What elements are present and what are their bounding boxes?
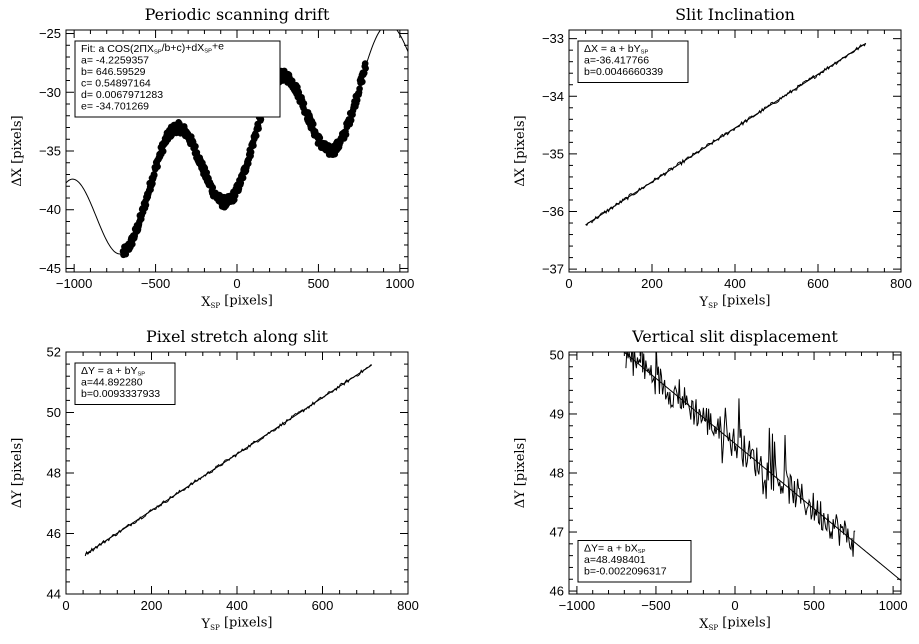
y-tick-label: 50: [47, 405, 61, 420]
x-axis-label: XSP [pixels]: [201, 294, 273, 310]
x-tick-label: −1000: [56, 276, 93, 291]
chart-panel-4: Vertical slit displacement −1000 −500 0 500 1…: [513, 327, 908, 632]
legend-line: d= 0.0067971283: [81, 89, 163, 101]
legend-line: b=-0.0022096317: [584, 566, 667, 578]
y-tick-label: −33: [542, 31, 564, 46]
y-tick-label: 50: [550, 347, 564, 362]
y-axis-label: ΔY [pixels]: [513, 438, 528, 509]
plot-area: [84, 364, 372, 557]
y-tick-label: −35: [542, 146, 564, 161]
chart-title: Vertical slit displacement: [631, 327, 838, 346]
legend-line: Fit: a COS(2ΠXSP/b+c)+dXSP+e: [81, 41, 224, 56]
legend-line: b= 646.59529: [81, 66, 146, 78]
y-tick-label: −37: [542, 262, 564, 277]
data-point: [288, 77, 296, 85]
x-tick-label: 200: [141, 598, 163, 613]
y-tick-label: 52: [47, 345, 61, 360]
fit-line: [84, 364, 372, 555]
legend-line: c= 0.54897164: [81, 78, 151, 90]
x-tick-label: −1000: [559, 598, 596, 613]
x-tick-label: 0: [62, 598, 69, 613]
fit-line: [585, 42, 867, 226]
y-tick-label: −45: [39, 261, 61, 276]
chart-panel-1: Periodic scanning drift −1000 −500 0 500 1000…: [10, 5, 414, 310]
x-tick-label: 400: [724, 276, 746, 291]
legend-line: e= -34.701269: [81, 101, 149, 113]
data-series-line: [625, 352, 856, 557]
legend-line: a=44.892280: [81, 377, 143, 389]
chart-panel-2: Slit Inclination 0 200 400 600 800 −37 −36 −35 −3…: [513, 5, 912, 310]
x-axis-label: YSP [pixels]: [699, 294, 771, 310]
x-tick-label: 400: [226, 598, 248, 613]
y-tick-label: −36: [542, 204, 564, 219]
chart-title: Periodic scanning drift: [145, 5, 330, 24]
data-point: [192, 143, 199, 150]
y-tick-label: −25: [39, 26, 61, 41]
x-tick-label: 1000: [385, 276, 414, 291]
x-tick-label: 600: [312, 598, 334, 613]
plot-area: [585, 42, 867, 226]
data-point: [209, 184, 217, 191]
y-tick-label: 46: [550, 584, 564, 599]
chart-title: Slit Inclination: [675, 5, 795, 24]
y-axis-label: ΔY [pixels]: [10, 438, 25, 509]
y-tick-label: 44: [47, 587, 61, 602]
x-axis-label: XSP [pixels]: [699, 616, 771, 632]
x-tick-label: 800: [890, 276, 912, 291]
legend-line: b=0.0046660339: [584, 66, 663, 78]
x-tick-label: 500: [803, 598, 825, 613]
y-tick-label: −30: [39, 85, 61, 100]
y-tick-label: −35: [39, 144, 61, 159]
x-tick-label: 800: [397, 598, 419, 613]
x-axis-label: YSP [pixels]: [201, 616, 273, 632]
legend-box: Fit: a COS(2ΠXSP/b+c)+dXSP+ea= -4.225935…: [74, 40, 281, 118]
legend-line: ΔY= a + bXSP: [584, 543, 646, 555]
legend-line: ΔX = a + bYSP: [584, 43, 648, 55]
y-axis-label: ΔX [pixels]: [10, 115, 25, 186]
chart-panel-3: Pixel stretch along slit 0 200 400 600 800 44 4…: [10, 327, 419, 632]
plot-area: [66, 30, 408, 259]
y-tick-label: −40: [39, 202, 61, 217]
x-tick-label: −500: [641, 598, 670, 613]
y-tick-label: −34: [542, 89, 564, 104]
legend-line: a=-36.417766: [584, 55, 649, 67]
y-axis-label: ΔX [pixels]: [513, 115, 528, 186]
data-point: [362, 65, 369, 72]
y-tick-label: 47: [550, 525, 564, 540]
legend-line: a= -4.2259357: [81, 55, 149, 67]
y-tick-label: 48: [47, 466, 61, 481]
x-tick-label: 500: [308, 276, 330, 291]
legend-line: b=0.0093337933: [81, 388, 160, 400]
x-tick-label: 0: [233, 276, 240, 291]
x-tick-label: −500: [141, 276, 170, 291]
fit-line: [623, 352, 901, 581]
data-point: [356, 85, 363, 93]
fit-line: [66, 30, 408, 255]
x-tick-label: 1000: [879, 598, 908, 613]
x-tick-label: 0: [565, 276, 572, 291]
x-tick-label: 200: [641, 276, 663, 291]
y-tick-label: 48: [550, 466, 564, 481]
plot-area: [623, 352, 901, 581]
x-tick-label: 600: [807, 276, 829, 291]
legend-line: a=48.498401: [584, 554, 646, 566]
y-tick-label: 46: [47, 526, 61, 541]
y-tick-label: 49: [550, 406, 564, 421]
chart-title: Pixel stretch along slit: [146, 327, 328, 346]
legend-line: ΔY = a + bYSP: [81, 365, 145, 377]
x-tick-label: 0: [731, 598, 738, 613]
